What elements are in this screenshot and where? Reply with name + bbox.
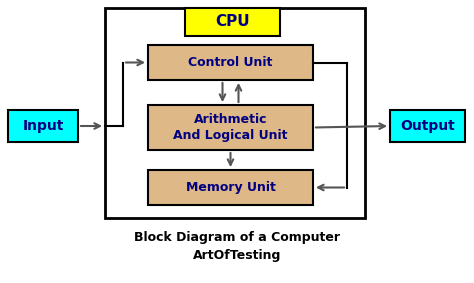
Text: CPU: CPU [215, 14, 250, 29]
Bar [148, 45, 313, 80]
Bar [148, 170, 313, 205]
Bar [185, 8, 280, 36]
Text: Arithmetic
And Logical Unit: Arithmetic And Logical Unit [173, 113, 288, 142]
Text: Output: Output [400, 119, 455, 133]
Bar [148, 105, 313, 150]
Text: Block Diagram of a Computer: Block Diagram of a Computer [134, 231, 340, 245]
Bar [105, 8, 365, 218]
Text: Memory Unit: Memory Unit [185, 181, 275, 194]
Text: Input: Input [22, 119, 64, 133]
Bar [8, 110, 78, 142]
Bar [390, 110, 465, 142]
Text: ArtOfTesting: ArtOfTesting [193, 250, 281, 263]
Text: Control Unit: Control Unit [188, 56, 273, 69]
